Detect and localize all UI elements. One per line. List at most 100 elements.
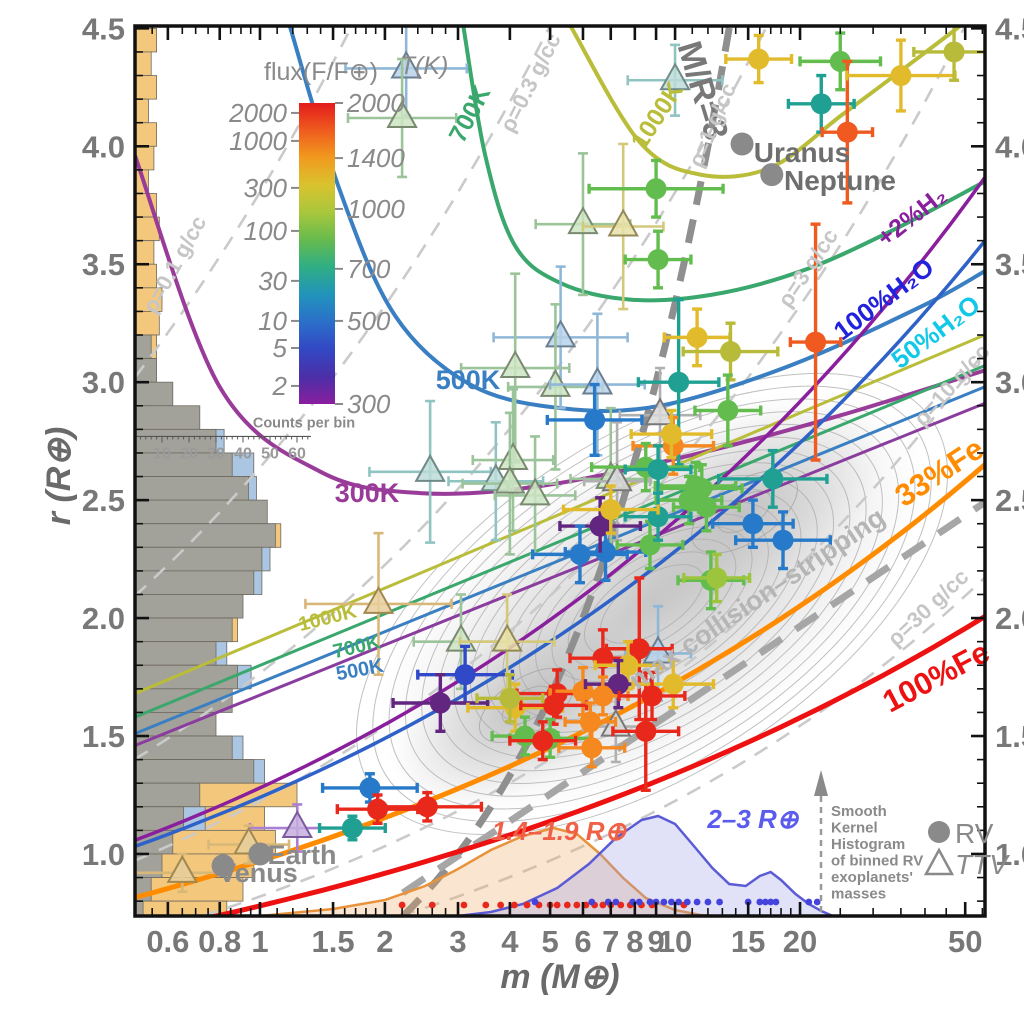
rv-circle (592, 685, 614, 707)
y-tick-label-left: 2.0 (82, 601, 125, 636)
ttv-point (626, 43, 724, 117)
water-line-700K (135, 364, 985, 719)
histogram-bar (135, 641, 217, 666)
y-axis-title: r (R⊕) (40, 427, 78, 525)
counts-tick-label: 10 (153, 445, 171, 462)
histogram-bar (135, 617, 233, 643)
kde-fill-orange (260, 828, 716, 916)
ttv-point (581, 142, 665, 311)
composition-line-fe100 (204, 614, 985, 916)
colorbar-temperature-title: T(K) (400, 52, 449, 80)
histogram-bar (135, 428, 217, 454)
rv-point (623, 444, 693, 495)
ttv-point (582, 420, 652, 542)
ttv-triangle (414, 453, 446, 482)
flux-tick-label: 1000 (229, 126, 287, 156)
flux-colorbar (299, 103, 335, 404)
solar-system-point-venus (211, 854, 235, 878)
composition-line-h2o100 (135, 239, 985, 849)
ttv-triangle (519, 477, 551, 506)
x-tick-label: 6 (574, 924, 591, 959)
x-axis-title: m (M⊕) (500, 958, 619, 996)
rug-dot-blue (588, 898, 596, 906)
annotation-2-3-r-: 2–3 R⊕ (706, 804, 799, 834)
rug-dot-red (523, 901, 531, 909)
rv-point (788, 222, 843, 462)
x-tick-label: 50 (948, 924, 982, 959)
rv-circle (600, 499, 622, 521)
y-tick-label-left: 1.0 (82, 837, 125, 872)
y-tick-label-right: 1.0 (995, 837, 1024, 872)
collision-stripping-line (400, 499, 985, 896)
ttv-point (344, 26, 469, 117)
flux-tick-label: 5 (273, 333, 288, 363)
rv-point (587, 158, 725, 219)
ttv-triangle (491, 623, 523, 652)
rv-point (724, 33, 794, 85)
x-tick-label: 0.8 (198, 924, 241, 959)
solar-system-point-earth (248, 842, 272, 866)
y-tick-label-right: 2.5 (995, 483, 1024, 518)
histogram-bar (135, 594, 244, 619)
ttv-point (459, 272, 571, 464)
rv-circle (645, 178, 667, 200)
rv-circle (607, 673, 629, 695)
flux-tick-label: 2 (272, 371, 288, 401)
ttv-triangle (390, 50, 422, 79)
flux-tick-label: 10 (258, 306, 287, 336)
flux-tick-label: 300 (244, 173, 288, 203)
annotation-neptune: Neptune (784, 165, 896, 196)
rug-dot-red (428, 901, 436, 909)
rv-circle (943, 41, 965, 63)
rv-point (623, 491, 693, 542)
rv-circle (668, 371, 690, 393)
kernel-note-text: masses (831, 886, 886, 903)
histogram-bar (135, 122, 158, 147)
rug-dot-red (617, 901, 625, 909)
rug-dot-blue (772, 898, 780, 906)
rv-circle (367, 798, 389, 820)
ttv-point (461, 411, 559, 556)
x-tick-label: 7 (602, 924, 619, 959)
rv-circle (532, 730, 554, 752)
density-contour (421, 423, 883, 784)
rv-point (623, 229, 693, 290)
rv-circle (691, 477, 713, 499)
rv-circle (359, 777, 381, 799)
ttv-triangle (494, 465, 526, 494)
solar-system-point-neptune (760, 163, 784, 187)
kernel-note-text: of binned RV (831, 853, 923, 870)
histogram-bar (135, 759, 255, 784)
y-tick-label-left: 2.5 (82, 483, 125, 518)
histogram-bar (135, 405, 201, 430)
rv-point (629, 408, 714, 460)
x-tick-label: 2 (376, 924, 393, 959)
rug-dot-blue (612, 898, 620, 906)
rv-point (617, 670, 687, 722)
rv-circle (569, 543, 591, 565)
density-line-30 (399, 576, 985, 916)
histogram-bar (135, 75, 158, 100)
rv-circle (543, 694, 565, 716)
ttv-triangle (386, 99, 418, 128)
annotation-1-4-1-9-r-: 1.4–1.9 R⊕ (492, 816, 628, 846)
histogram-bar (135, 476, 249, 501)
rug-dot-blue (660, 898, 668, 906)
ttv-triangle (607, 208, 639, 237)
density-line-1 (135, 26, 769, 761)
histogram-bar (135, 806, 184, 831)
flux-curve-700K (461, 26, 985, 303)
annotation-venus: Venus (218, 858, 298, 888)
x-tick-label: 9 (647, 924, 664, 959)
rv-circle (717, 399, 739, 421)
rug-dot-blue (704, 898, 712, 906)
counts-tick-label: 20 (180, 445, 198, 462)
rv-point (589, 441, 702, 493)
rug-dot-blue (693, 898, 701, 906)
kernel-note-arrow-head (814, 770, 828, 796)
histogram-bar (135, 523, 276, 548)
y-tick-label-left: 1.5 (82, 719, 125, 754)
rv-circle (628, 638, 650, 660)
rv-circle (454, 664, 476, 686)
